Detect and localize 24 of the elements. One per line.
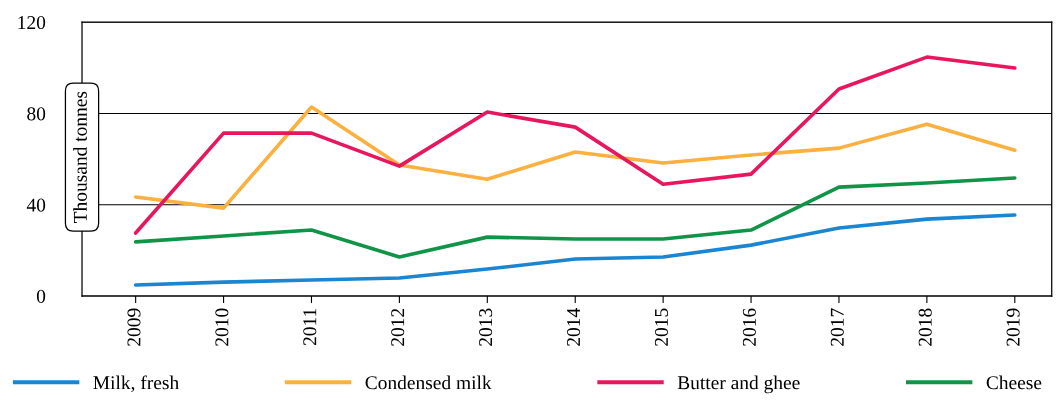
x-tick-label: 2017 <box>830 308 844 346</box>
x-tick-label: 2019 <box>1006 308 1020 346</box>
x-tick-label: 2010 <box>215 308 229 346</box>
x-tick-label: 2018 <box>918 308 932 346</box>
y-tick-label: 120 <box>18 15 46 30</box>
legend-label: Butter and ghee <box>677 375 800 394</box>
legend-label: Milk, fresh <box>93 375 179 393</box>
x-tick-label: 2014 <box>566 308 581 346</box>
line-series <box>133 105 1017 210</box>
legend-label: Cheese <box>986 375 1042 390</box>
y-tick-label: 80 <box>27 107 46 121</box>
line-series <box>133 55 1017 235</box>
x-tick-label: 2009 <box>127 308 141 346</box>
y-tick-label: 0 <box>36 289 46 303</box>
x-tick-label: 2012 <box>391 308 405 346</box>
x-tick-label: 2016 <box>742 308 756 346</box>
legend-label: Condensed milk <box>365 375 492 390</box>
x-tick-label: 2011 <box>303 308 317 346</box>
x-tick-label: 2013 <box>479 308 493 346</box>
line-series <box>133 176 1017 259</box>
x-tick-label: 2015 <box>654 308 668 346</box>
y-tick-label: 40 <box>26 198 46 212</box>
line-series <box>133 213 1017 287</box>
y-axis-title: Thousand tonnes <box>73 91 87 223</box>
